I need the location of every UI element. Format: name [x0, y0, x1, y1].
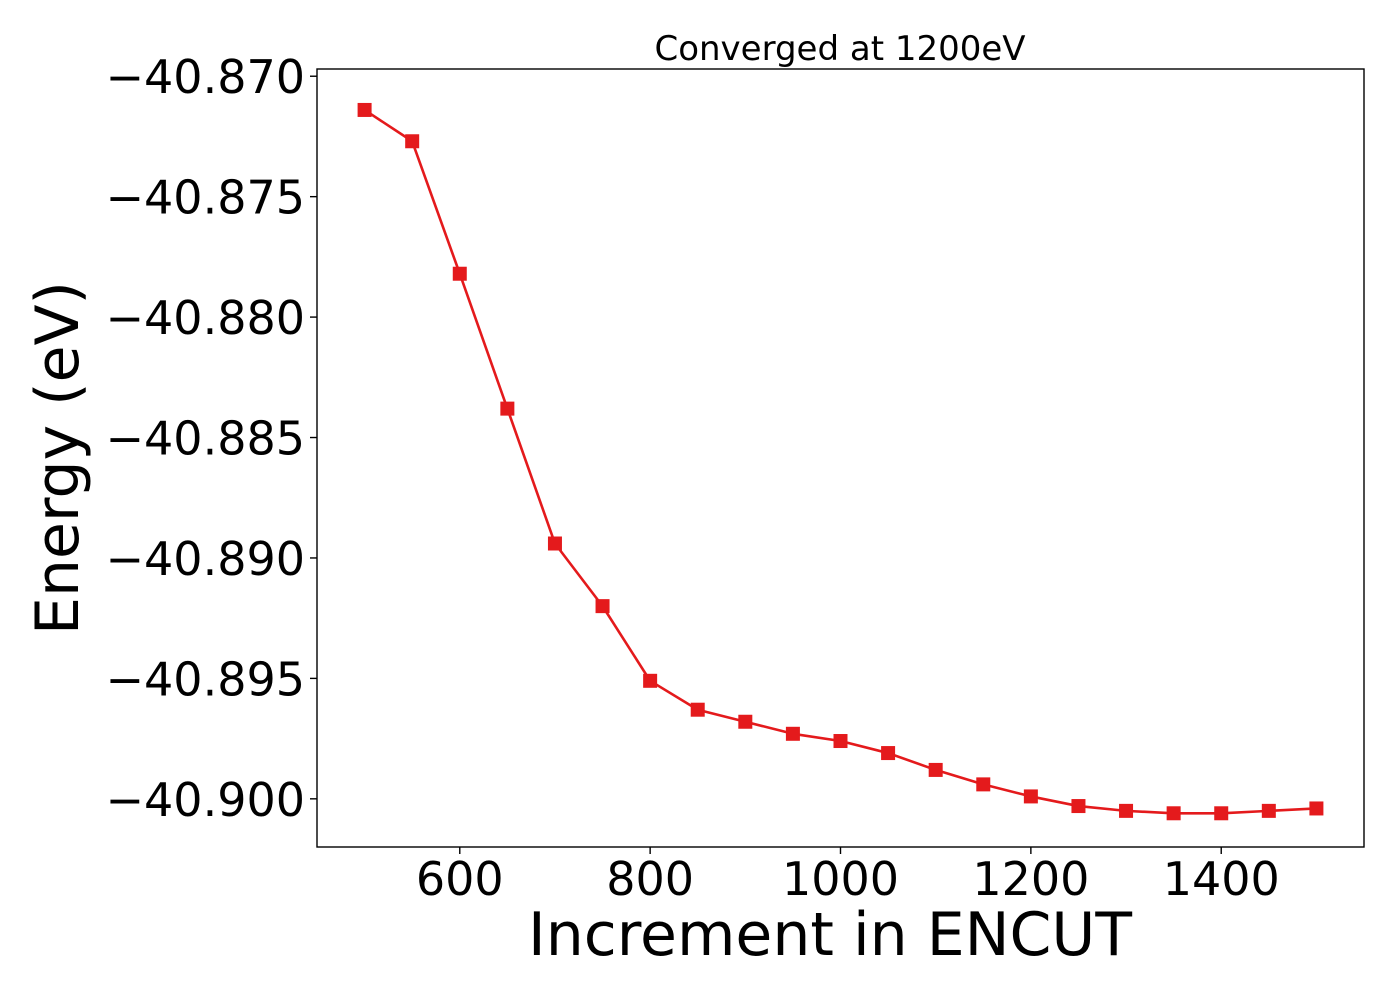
data-point — [1166, 806, 1181, 821]
series-layer — [357, 102, 1324, 821]
data-point — [1119, 803, 1134, 818]
data-point — [1023, 789, 1038, 804]
x-tick-label: 600 — [416, 852, 504, 906]
y-tick-label: −40.885 — [106, 412, 306, 466]
data-point — [547, 536, 562, 551]
x-axis-label: Increment in ENCUT — [528, 900, 1132, 970]
y-tick-label: −40.895 — [106, 652, 306, 706]
y-tick-label: −40.890 — [106, 532, 306, 586]
chart-title: Converged at 1200eV — [654, 29, 1025, 69]
x-tick-label: 1400 — [1163, 852, 1280, 906]
x-tick-label: 1200 — [972, 852, 1089, 906]
data-point — [405, 134, 420, 149]
y-axis-ticks: −40.870 −40.875 −40.880 −40.885 −40.890 −40.8… — [106, 50, 317, 827]
y-tick-label: −40.900 — [106, 773, 306, 827]
x-axis-ticks: 600 800 1000 1200 1400 — [416, 847, 1280, 906]
x-tick-label: 1000 — [782, 852, 899, 906]
data-point — [738, 714, 753, 729]
data-point — [1071, 799, 1086, 814]
data-point — [595, 599, 610, 614]
data-point — [976, 777, 991, 792]
data-point — [690, 702, 705, 717]
data-point — [452, 266, 467, 281]
y-tick-label: −40.870 — [106, 50, 306, 104]
data-point — [928, 762, 943, 777]
data-point — [500, 401, 515, 416]
y-tick-label: −40.880 — [106, 291, 306, 345]
data-point — [643, 673, 658, 688]
y-tick-label: −40.875 — [106, 171, 306, 225]
data-point — [833, 734, 848, 749]
data-point — [357, 102, 372, 117]
x-tick-label: 800 — [606, 852, 694, 906]
data-point — [1309, 801, 1324, 816]
plot-frame — [316, 68, 1365, 848]
data-point — [785, 726, 800, 741]
data-point — [881, 746, 896, 761]
data-point — [1214, 806, 1229, 821]
data-point — [1261, 803, 1276, 818]
y-axis-label: Energy (eV) — [23, 281, 93, 635]
